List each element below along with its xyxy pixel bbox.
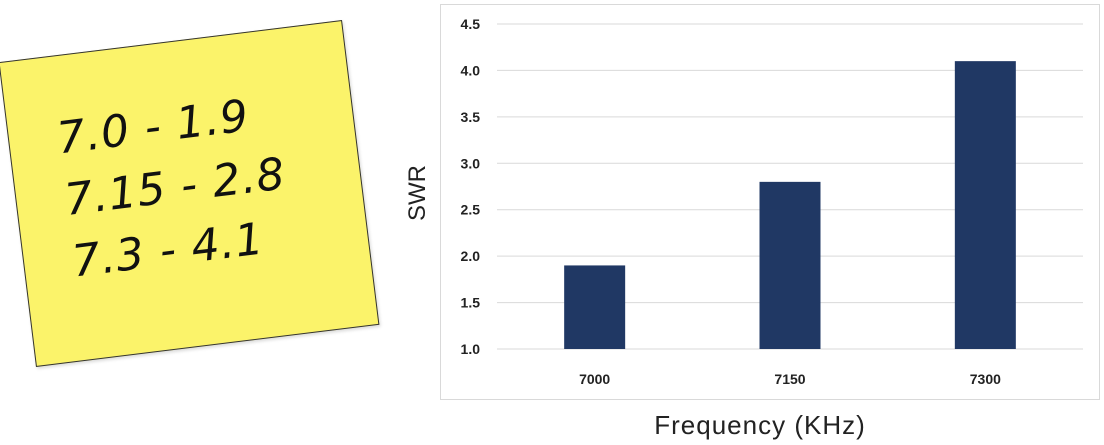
- y-tick-label: 2.0: [461, 248, 481, 264]
- y-tick-label: 1.5: [461, 295, 481, 311]
- y-tick-label: 2.5: [461, 202, 481, 218]
- x-tick-label: 7000: [579, 371, 610, 387]
- x-tick-label: 7150: [774, 371, 805, 387]
- bar-7150: [759, 181, 821, 349]
- y-tick-label: 4.0: [461, 62, 481, 78]
- y-tick-label: 4.5: [461, 16, 481, 32]
- y-tick-label: 3.5: [461, 109, 481, 125]
- bar-7300: [954, 61, 1016, 350]
- x-axis-label: Frequency (KHz): [654, 410, 866, 440]
- y-tick-label: 3.0: [461, 155, 481, 171]
- y-axis-label: SWR: [404, 165, 431, 221]
- bar-7000: [564, 265, 626, 349]
- x-tick-label: 7300: [970, 371, 1001, 387]
- y-tick-label: 1.0: [461, 341, 481, 357]
